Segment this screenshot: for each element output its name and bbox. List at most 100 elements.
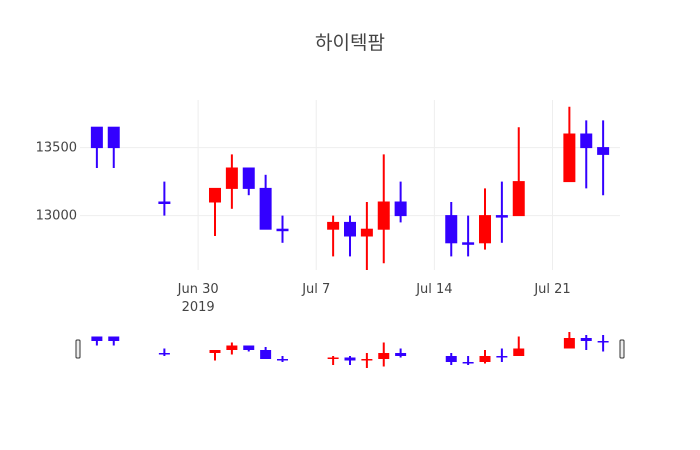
slider-candle [597,335,609,352]
candle[interactable] [90,126,103,168]
candle-body [107,126,120,149]
candle-body [512,181,525,217]
slider-candle-body [209,350,221,353]
slider-candle [226,342,238,355]
slider-candle [563,332,575,349]
slider-candle-body [597,341,609,343]
slider-candle [209,350,221,361]
slider-candle [580,335,592,350]
slider-candle-body [378,353,390,359]
slider-candle-body [260,350,272,359]
slider-candle [479,350,491,364]
candle-layer [90,106,610,270]
grid-layer [80,100,620,270]
slider-candle-body [513,348,525,356]
candle[interactable] [445,202,458,257]
slider-candle [260,347,272,359]
slider-candle-body [344,357,356,361]
slider-candle [91,336,103,346]
candle-body [495,215,508,218]
y-tick-label: 13000 [36,209,77,224]
slider-candle-body [462,362,474,364]
slider-candle-body [226,345,238,350]
candle[interactable] [360,202,373,270]
candle-body [394,201,407,217]
slider-right-handle[interactable] [619,339,625,359]
candle[interactable] [158,181,171,216]
x-tick-label: Jul 7 [301,282,330,297]
slider-candle [158,348,170,356]
slider-candle-body [91,336,103,341]
slider-candle [378,342,390,367]
candle-body [259,187,272,230]
slider-candle [395,348,407,358]
candle[interactable] [225,154,238,209]
x-tick-sublabel: 2019 [182,300,215,315]
slider-candle [462,356,474,365]
candle[interactable] [276,215,289,243]
slider-candle [344,356,356,365]
slider-candle-body [563,338,575,349]
candle-body [158,201,171,204]
candle-body [563,133,576,183]
slider-candle-body [361,359,373,361]
slider-candle [445,353,457,365]
slider-candle-body [496,356,508,358]
slider-left-handle[interactable] [75,339,81,359]
slider-candle [327,356,339,365]
y-tick-label: 13500 [36,141,77,156]
candle-body [276,228,289,232]
candle[interactable] [479,188,491,250]
slider-candle-body [277,359,288,361]
candle[interactable] [580,120,593,189]
candle[interactable] [495,181,508,243]
slider-candle-body [243,345,255,350]
candle-body [90,126,103,149]
candle[interactable] [344,215,356,257]
x-tick-label: Jul 21 [533,282,570,297]
candle-body [327,221,340,230]
candle-body [209,187,221,203]
candle[interactable] [209,187,221,236]
slider-candle-body [158,353,170,355]
range-slider[interactable] [75,332,625,368]
slider-candle [513,336,525,356]
candle[interactable] [394,181,407,223]
x-tick-label: Jul 14 [415,282,452,297]
slider-candle [243,345,255,352]
candle-body [242,167,255,189]
candle-body [597,147,610,155]
candle-body [580,133,593,149]
slider-candle-body [108,336,120,341]
candle[interactable] [107,126,120,168]
x-tick-label: Jun 30 [177,282,219,297]
axis-layer: Jun 30 2019 Jul 7 Jul 14 Jul 21 13000 13500 [36,141,571,315]
candle-body [344,221,356,237]
candle[interactable] [597,120,610,196]
candle[interactable] [377,154,390,264]
candle[interactable] [327,215,340,257]
slider-candle [277,356,288,362]
candle-body [225,167,238,189]
candle[interactable] [242,167,255,196]
candle-body [360,228,373,237]
slider-candle-body [445,356,457,362]
slider-candle-body [580,338,592,341]
candle-body [445,215,458,244]
candle-body [462,242,475,245]
slider-candle [108,336,120,346]
candle[interactable] [259,174,272,230]
candle[interactable] [563,106,576,183]
slider-candle [496,348,508,362]
slider-candle-body [479,356,491,362]
candle-body [377,201,390,230]
slider-candle [361,353,373,368]
candle[interactable] [462,215,475,257]
slider-candle-body [327,357,339,359]
candle[interactable] [512,127,525,217]
chart-title: 하이텍팜 [315,32,385,54]
candle-body [479,215,491,244]
slider-candle-body [395,353,407,356]
